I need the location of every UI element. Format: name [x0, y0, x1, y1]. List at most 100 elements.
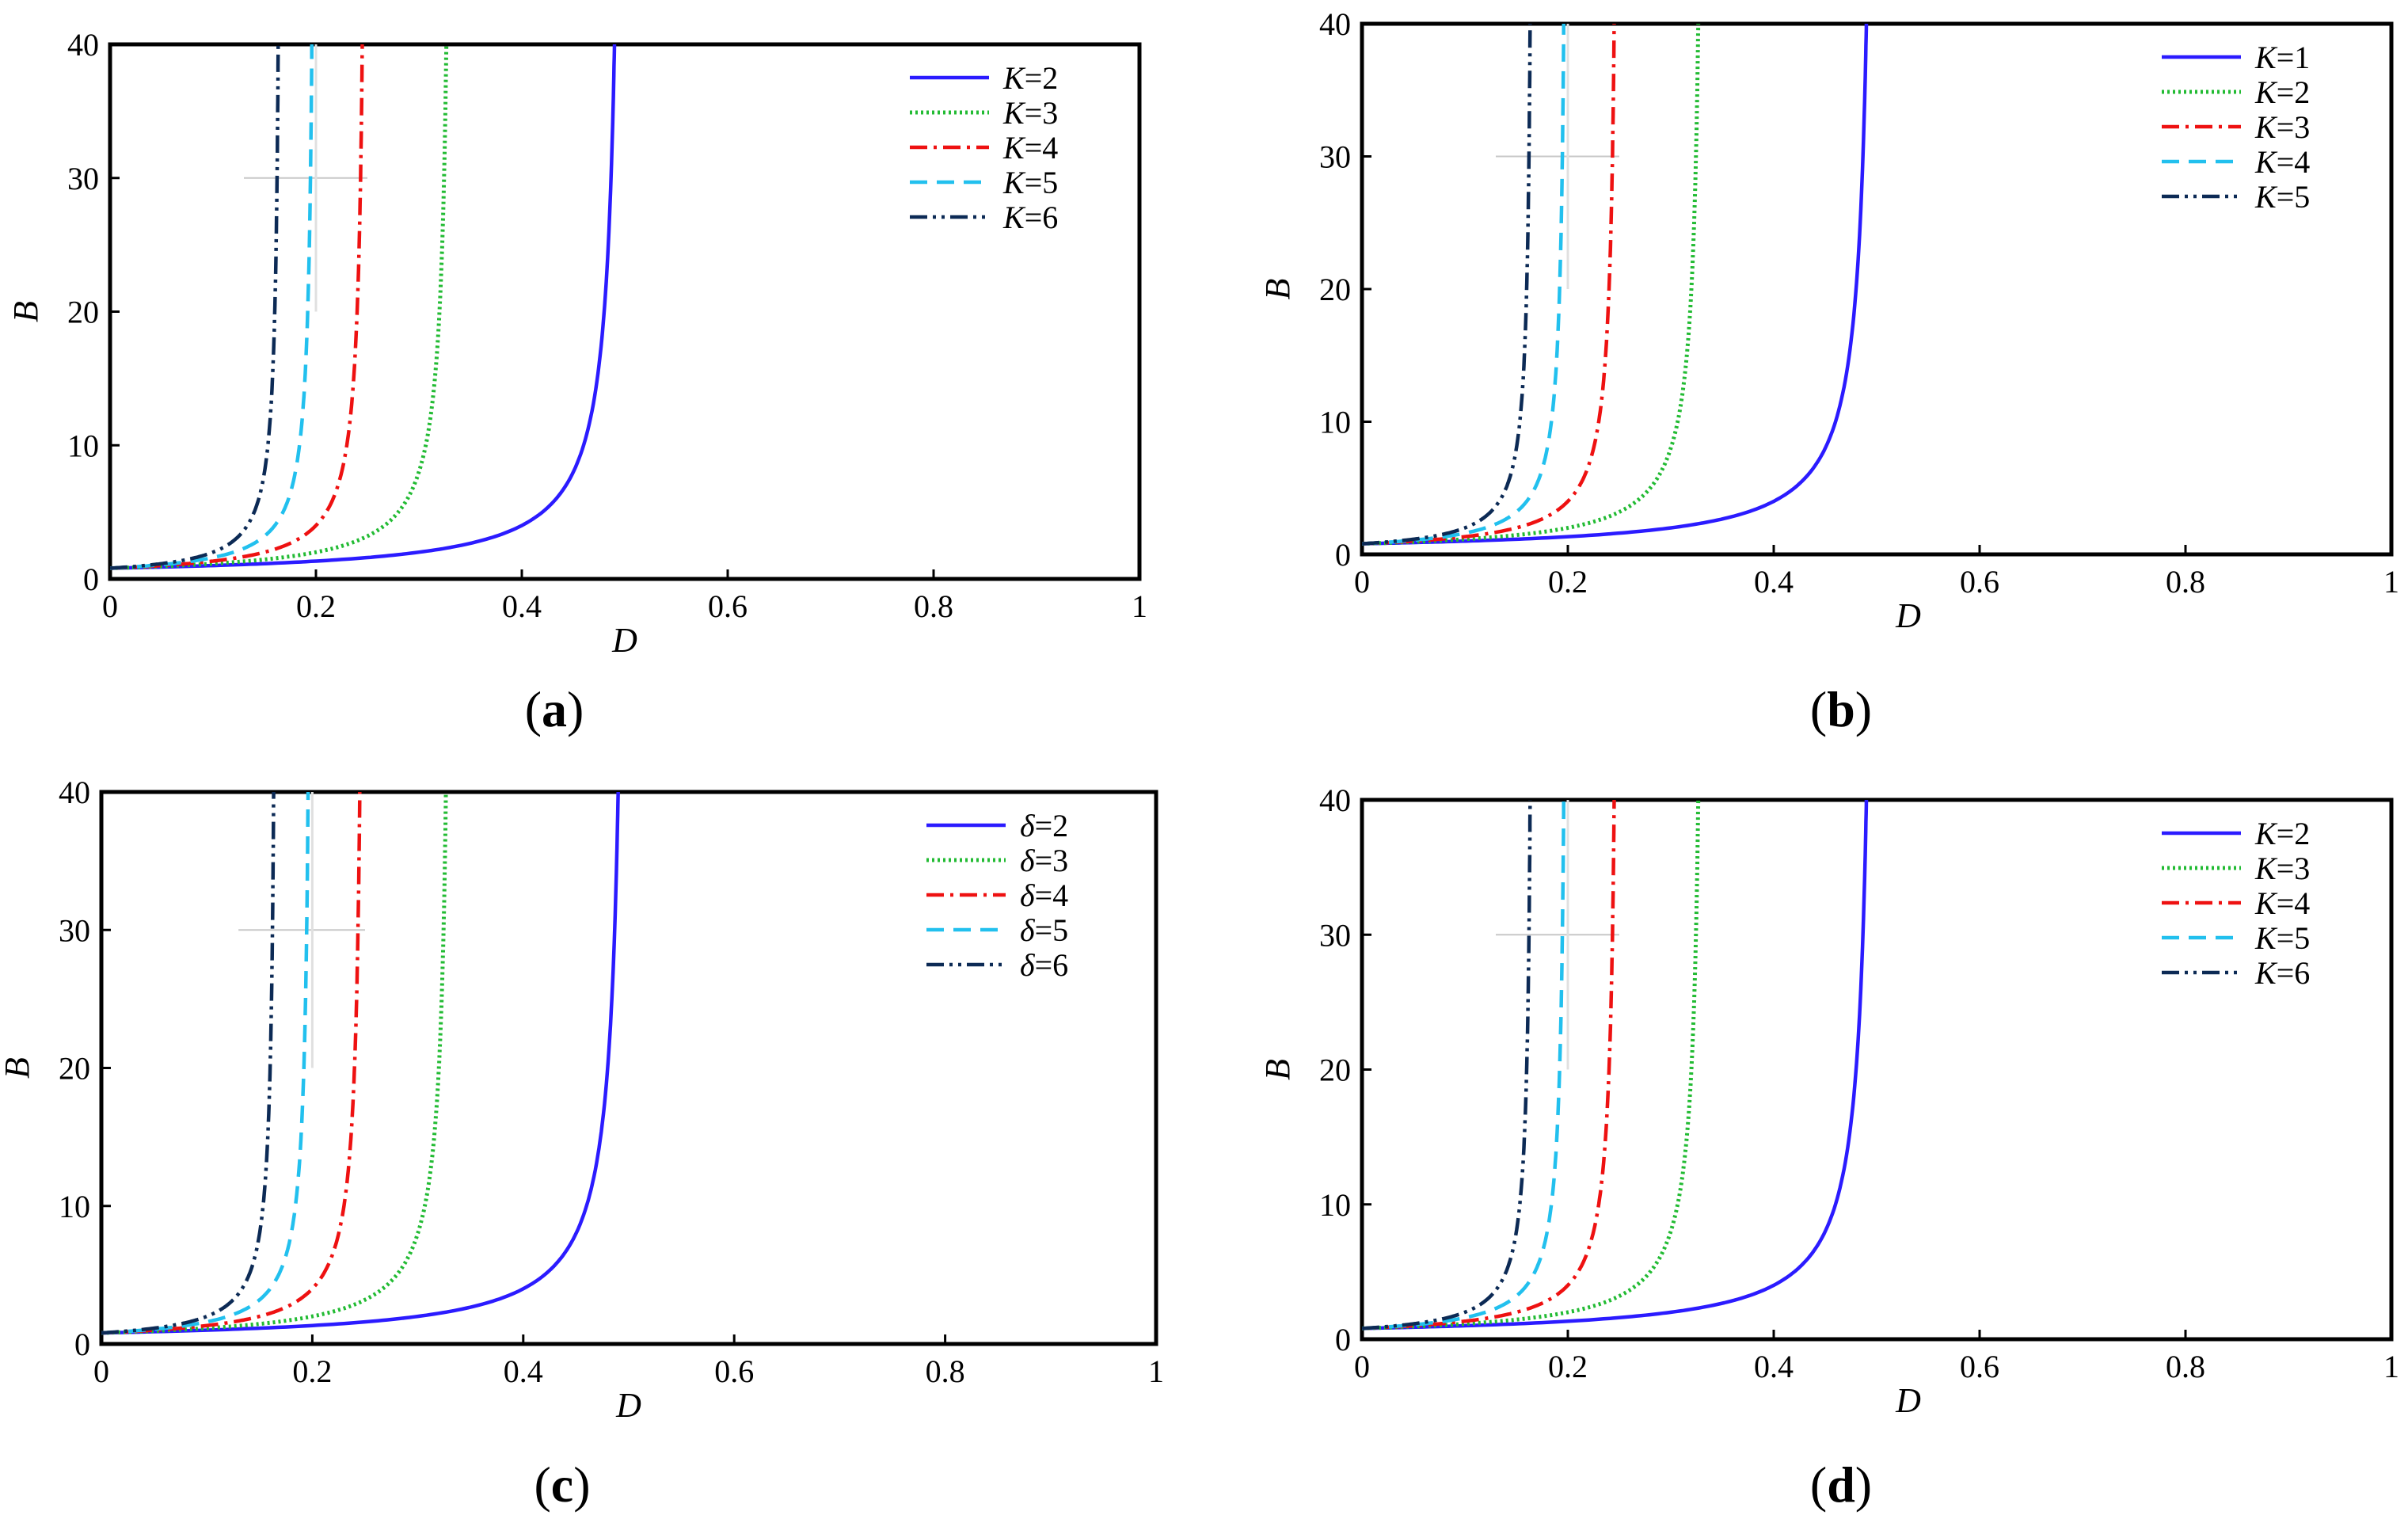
legend-label-1: K=1: [2254, 40, 2310, 75]
x-tick-label: 1: [2383, 1349, 2399, 1384]
x-axis-label: D: [611, 621, 637, 660]
y-tick-label: 30: [1319, 139, 1351, 175]
y-tick-label: 20: [1319, 1053, 1351, 1088]
series-line-1: [1362, 800, 1869, 1331]
series-line-3: [1362, 24, 1616, 546]
panel-b: 0 0.2 0.4 0.6 0.8 1010203040DBK=1K=2K=3K=4K=5…: [1258, 6, 2399, 737]
series-line-4: [1362, 24, 1566, 546]
legend-label-4: K=4: [2254, 144, 2310, 180]
series-line-1: [1362, 24, 1869, 546]
y-tick-label: 10: [67, 428, 99, 463]
y-axis-label: B: [1258, 1059, 1297, 1080]
y-tick-label: 20: [67, 295, 99, 330]
y-tick-label: 0: [1335, 1322, 1351, 1357]
x-tick-label: 0.4: [502, 588, 542, 624]
series-line-4: [110, 44, 314, 570]
x-tick-label: 0.6: [714, 1353, 754, 1389]
series-line-3: [101, 792, 362, 1335]
legend-label-3: δ=4: [1020, 877, 1068, 913]
legend-label-3: K=4: [1002, 130, 1058, 166]
y-axis-label: B: [1258, 279, 1297, 300]
y-tick-label: 40: [59, 775, 90, 810]
y-tick-label: 30: [67, 161, 99, 196]
y-tick-label: 10: [1319, 1187, 1351, 1223]
x-tick-label: 0.8: [914, 588, 953, 624]
panel-label: (d): [1810, 1456, 1872, 1513]
y-tick-label: 40: [67, 27, 99, 63]
series-line-1: [101, 792, 620, 1335]
series-line-2: [110, 44, 449, 570]
y-axis-label: B: [6, 301, 45, 322]
x-tick-label: 1: [2383, 564, 2399, 600]
x-tick-label: 0.2: [1548, 564, 1588, 600]
legend-label-4: K=5: [1002, 165, 1058, 200]
legend-label-2: K=3: [2254, 851, 2310, 886]
series-line-2: [1362, 800, 1701, 1331]
x-tick-label: 1: [1148, 1353, 1164, 1389]
x-tick-label: 0.4: [1754, 1349, 1794, 1384]
y-tick-label: 30: [1319, 917, 1351, 953]
y-tick-label: 10: [59, 1189, 90, 1224]
x-axis-label: D: [615, 1386, 641, 1425]
y-tick-label: 0: [74, 1327, 90, 1362]
y-tick-label: 40: [1319, 782, 1351, 818]
legend-label-4: K=5: [2254, 920, 2310, 956]
legend-label-5: K=5: [2254, 179, 2310, 215]
x-tick-label: 0.8: [2166, 1349, 2205, 1384]
panel-a: 0 0.2 0.4 0.6 0.8 1010203040DBK=2K=3K=4K=5K=6…: [6, 27, 1147, 737]
plot-frame: [99, 790, 1158, 1346]
panel-d: 0 0.2 0.4 0.6 0.8 1010203040DBK=2K=3K=4K=5K=6…: [1258, 782, 2399, 1513]
panel-label: (b): [1810, 681, 1872, 737]
legend-label-5: δ=6: [1020, 947, 1068, 983]
legend-label-3: K=3: [2254, 109, 2310, 145]
x-tick-label: 0.6: [708, 588, 748, 624]
plot-frame: [1360, 798, 2394, 1342]
y-tick-label: 0: [1335, 537, 1351, 573]
series-line-1: [110, 44, 617, 570]
series-line-5: [1362, 800, 1532, 1331]
legend-label-1: K=2: [1002, 60, 1058, 96]
x-tick-label: 0.4: [504, 1353, 543, 1389]
series-line-5: [1362, 24, 1532, 546]
y-tick-label: 20: [1319, 272, 1351, 307]
legend-label-3: K=4: [2254, 885, 2310, 921]
x-tick-label: 0.6: [1960, 1349, 1999, 1384]
legend-label-5: K=6: [2254, 955, 2310, 991]
x-tick-label: 0: [1354, 1349, 1370, 1384]
x-tick-label: 0.4: [1754, 564, 1794, 600]
panel-c: 0 0.2 0.4 0.6 0.8 1010203040DBδ=2δ=3δ=4δ=5δ=6…: [0, 775, 1164, 1513]
legend-label-1: δ=2: [1020, 808, 1068, 843]
series-line-5: [101, 792, 276, 1335]
series-line-2: [1362, 24, 1701, 546]
series-line-3: [110, 44, 364, 570]
x-tick-label: 0: [1354, 564, 1370, 600]
y-tick-label: 0: [83, 562, 99, 597]
x-tick-label: 0.2: [1548, 1349, 1588, 1384]
series-line-4: [1362, 800, 1566, 1331]
legend-label-4: δ=5: [1020, 912, 1068, 948]
x-tick-label: 0.2: [296, 588, 336, 624]
plot-frame: [108, 42, 1142, 581]
y-tick-label: 30: [59, 912, 90, 948]
x-tick-label: 0: [93, 1353, 109, 1389]
y-tick-label: 10: [1319, 405, 1351, 440]
x-tick-label: 0.8: [2166, 564, 2205, 600]
y-tick-label: 40: [1319, 6, 1351, 42]
y-tick-label: 20: [59, 1051, 90, 1087]
series-line-4: [101, 792, 310, 1335]
legend-label-2: δ=3: [1020, 843, 1068, 878]
panel-label: (a): [525, 681, 584, 737]
series-line-5: [110, 44, 280, 570]
series-line-3: [1362, 800, 1616, 1331]
x-tick-label: 0.6: [1960, 564, 1999, 600]
y-axis-label: B: [0, 1057, 36, 1079]
legend-label-5: K=6: [1002, 200, 1058, 235]
x-axis-label: D: [1895, 596, 1921, 635]
panel-label: (c): [534, 1456, 590, 1513]
legend-label-1: K=2: [2254, 816, 2310, 851]
series-line-2: [101, 792, 448, 1335]
x-tick-label: 0: [102, 588, 118, 624]
x-axis-label: D: [1895, 1381, 1921, 1420]
legend-label-2: K=3: [1002, 95, 1058, 131]
